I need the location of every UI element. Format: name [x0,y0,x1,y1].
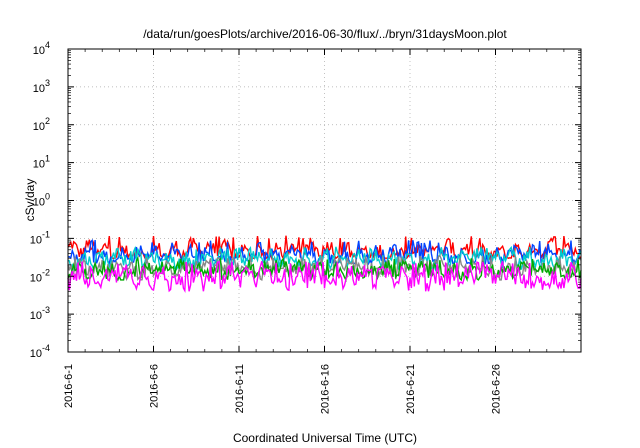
x-tick-label: 2016-6-26 [491,364,503,414]
series-line-magenta [67,259,582,294]
x-axis-ticks: 2016-6-1 2016-6-6 2016-6-11 2016-6-16 2016-6… [63,49,582,414]
y-tick-exponent: 0 [45,192,50,202]
y-tick-exponent: 1 [45,154,50,164]
x-tick-label: 2016-6-1 [63,364,75,408]
series-layer [67,235,582,294]
y-tick-base: 10 [33,159,45,171]
x-tick-label: 2016-6-16 [320,364,332,414]
y-tick-label: 10-3 [30,305,50,322]
y-tick-base: 10 [33,83,45,95]
series-line-red [67,235,582,261]
x-axis-label: Coordinated Universal Time (UTC) [233,431,417,445]
chart-title: /data/run/goesPlots/archive/2016-06-30/f… [143,27,507,41]
y-tick-label: 10-2 [30,267,50,284]
y-tick-exponent: -4 [42,343,50,353]
y-tick-base: 10 [30,310,42,322]
y-tick-label: 101 [33,154,50,171]
x-tick-label: 2016-6-11 [234,364,246,413]
y-tick-label: 102 [33,116,50,133]
y-tick-exponent: -1 [42,229,50,239]
y-tick-exponent: 3 [45,78,50,88]
y-tick-base: 10 [33,45,45,57]
y-tick-label: 10-4 [30,343,50,360]
y-axis-label: cSv/day [23,179,37,222]
y-tick-label: 103 [33,78,50,95]
y-tick-exponent: 4 [45,40,50,50]
grid [67,48,581,353]
y-tick-label: 104 [33,40,50,57]
y-tick-base: 10 [33,121,45,133]
y-tick-base: 10 [30,348,42,360]
y-tick-base: 10 [30,234,42,246]
x-tick-label: 2016-6-21 [405,364,417,414]
series-line-green [67,255,582,283]
y-tick-base: 10 [30,272,42,284]
y-tick-label: 10-1 [30,229,50,246]
x-tick-label: 2016-6-6 [149,364,161,408]
y-tick-exponent: -2 [42,267,50,277]
y-tick-exponent: 2 [45,116,50,126]
y-tick-base: 10 [33,197,45,209]
y-tick-exponent: -3 [42,305,50,315]
y-tick-label: 100 [33,192,50,209]
series-line-cyan [67,245,582,273]
